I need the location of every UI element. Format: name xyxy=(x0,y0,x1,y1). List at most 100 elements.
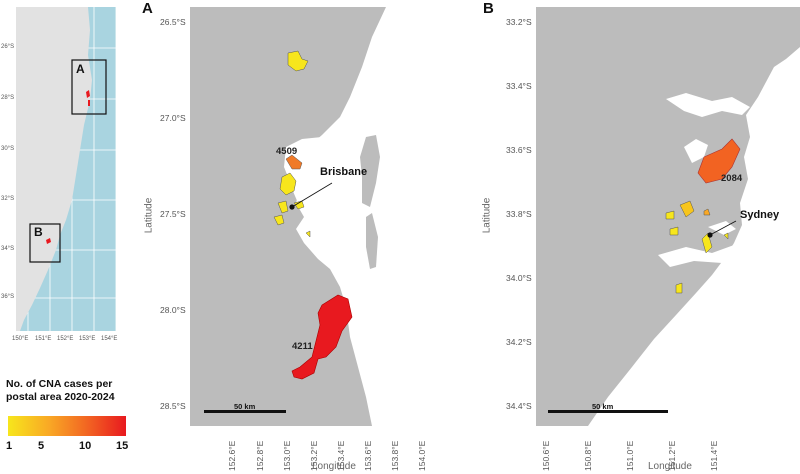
panel-b-x-tick-wrap: 151.0°E xyxy=(610,441,650,471)
panel-b-x-tick-wrap: 150.8°E xyxy=(568,441,608,471)
overview-box-a xyxy=(71,59,107,115)
panel-b-x-title: Longitude xyxy=(648,461,692,472)
legend-title-line2: postal area 2020-2024 xyxy=(6,391,115,403)
panel-a-x-tick: 153.0°E xyxy=(282,440,292,471)
overview-map: A B 26°S 28°S 30°S 32°S 34°S 36°S 150°E … xyxy=(0,0,130,360)
panel-b-y-title-wrap: Latitude xyxy=(464,198,510,234)
panel-b-scale-label: 50 km xyxy=(592,402,614,411)
panel-a-region-yellow xyxy=(279,172,297,196)
overview-box-a-label: A xyxy=(76,62,85,76)
panel-b-x-tick-wrap: 150.6°E xyxy=(526,441,566,471)
legend: No. of CNA cases per postal area 2020-20… xyxy=(6,378,156,468)
panel-b-y-tick: 33.6°S xyxy=(506,145,532,155)
panel-a-region-yellow xyxy=(273,214,285,226)
label-4509: 4509 xyxy=(276,146,298,157)
panel-b-x-tick-wrap: 151.4°E xyxy=(694,441,734,471)
panel-b-x-tick: 150.6°E xyxy=(541,440,551,471)
panel-b-region-yellow xyxy=(701,232,713,254)
legend-tick-5: 5 xyxy=(38,440,45,452)
panel-a-island xyxy=(366,213,378,269)
overview-cases-a xyxy=(86,90,90,98)
overview-y-tick: 32°S xyxy=(1,196,15,202)
panel-b-leader-line xyxy=(709,220,737,236)
overview-map-graphic xyxy=(16,7,117,331)
panel-b-y-tick: 33.4°S xyxy=(506,81,532,91)
panel-a-letter: A xyxy=(142,0,153,17)
panel-b-region-yellow xyxy=(679,200,695,218)
brisbane-point xyxy=(289,204,295,210)
panel-b-scale-bar xyxy=(548,410,668,413)
panel-a-leader-line xyxy=(291,182,333,208)
panel-a-region-yellow xyxy=(293,200,305,210)
panel-b-river xyxy=(666,93,750,117)
panel-b-map: 2084 Sydney 50 km xyxy=(536,7,800,426)
label-brisbane: Brisbane xyxy=(320,166,368,178)
legend-title-line1: No. of CNA cases per xyxy=(6,378,113,390)
panel-a-region-yellow xyxy=(277,200,289,214)
panel-a-y-tick: 26.5°S xyxy=(160,17,186,27)
legend-tick-10: 10 xyxy=(79,440,92,452)
panel-a-scale-label: 50 km xyxy=(234,402,256,411)
panel-a-x-tick: 153.6°E xyxy=(363,440,373,471)
label-4211: 4211 xyxy=(292,341,313,352)
panel-b-y-tick: 33.2°S xyxy=(506,17,532,27)
overview-x-tick: 151°E xyxy=(35,336,52,342)
panel-a-region-4509 xyxy=(285,154,303,170)
overview-x-tick: 153°E xyxy=(79,336,96,342)
panel-a-y-title-wrap: Latitude xyxy=(126,198,172,234)
panel-b-river xyxy=(658,245,742,267)
panel-b-region-yellow xyxy=(723,232,729,240)
overview-x-tick: 150°E xyxy=(12,336,29,342)
panel-a-x-tick: 152.6°E xyxy=(227,440,237,471)
panel-b-y-tick: 34.4°S xyxy=(506,401,532,411)
panel-a-bay xyxy=(284,137,358,259)
panel-a-y-tick: 27.5°S xyxy=(160,209,186,219)
label-2084: 2084 xyxy=(721,173,743,184)
panel-a-x-tick: 153.8°E xyxy=(390,440,400,471)
overview-cases-b xyxy=(46,238,51,244)
panel-a-graphic xyxy=(190,7,476,426)
overview-box-b-label: B xyxy=(34,225,43,239)
panel-a-region-yellow xyxy=(305,230,311,238)
panel-a-x-tick: 154.0°E xyxy=(417,440,427,471)
panel-b-region-2084 xyxy=(697,138,741,184)
overview-y-tick: 28°S xyxy=(1,95,15,101)
overview-box-b xyxy=(29,223,61,263)
panel-b-x-tick: 151.4°E xyxy=(709,440,719,471)
panel-b-x-tick: 151.0°E xyxy=(625,440,635,471)
overview-y-tick: 36°S xyxy=(1,294,15,300)
panel-b-region-yellow xyxy=(669,226,679,236)
panel-b-letter: B xyxy=(483,0,494,17)
overview-y-tick: 30°S xyxy=(1,146,15,152)
legend-tick-1: 1 xyxy=(6,440,13,452)
panel-a-x-title: Longitude xyxy=(312,461,356,472)
overview-y-tick: 26°S xyxy=(1,44,15,50)
sydney-point xyxy=(707,232,713,238)
overview-x-tick: 152°E xyxy=(57,336,74,342)
overview-x-tick: 154°E xyxy=(101,336,118,342)
panel-a-y-tick: 28.0°S xyxy=(160,305,186,315)
panel-b-x-tick: 150.8°E xyxy=(583,440,593,471)
panel-b-y-tick: 33.8°S xyxy=(506,209,532,219)
panel-a-region-4211 xyxy=(291,294,353,380)
panel-a-x-tick-wrap: 154.0°E xyxy=(402,441,442,471)
panel-b-x-tick-wrap: 151.2°E xyxy=(652,441,692,471)
legend-colorbar xyxy=(8,416,126,436)
panel-a-x-tick: 152.8°E xyxy=(255,440,265,471)
overview-y-tick: 34°S xyxy=(1,246,15,252)
panel-b-region-yellow xyxy=(665,210,675,220)
legend-tick-15: 15 xyxy=(116,440,129,452)
label-sydney: Sydney xyxy=(740,209,780,221)
panel-b-river xyxy=(684,139,708,163)
panel-a-y-title: Latitude xyxy=(143,197,155,234)
panel-b-region-yellow xyxy=(675,282,683,294)
overview-land xyxy=(16,7,92,331)
panel-b-y-tick: 34.0°S xyxy=(506,273,532,283)
panel-a-y-tick: 27.0°S xyxy=(160,113,186,123)
panel-b-region-orange xyxy=(703,208,711,216)
panel-a-map: 4509 4211 Brisbane 50 km xyxy=(190,7,476,426)
panel-b-graphic xyxy=(536,7,800,426)
panel-b-y-title: Latitude xyxy=(481,197,493,234)
panel-a-island xyxy=(360,135,380,207)
panel-a-y-tick: 28.5°S xyxy=(160,401,186,411)
